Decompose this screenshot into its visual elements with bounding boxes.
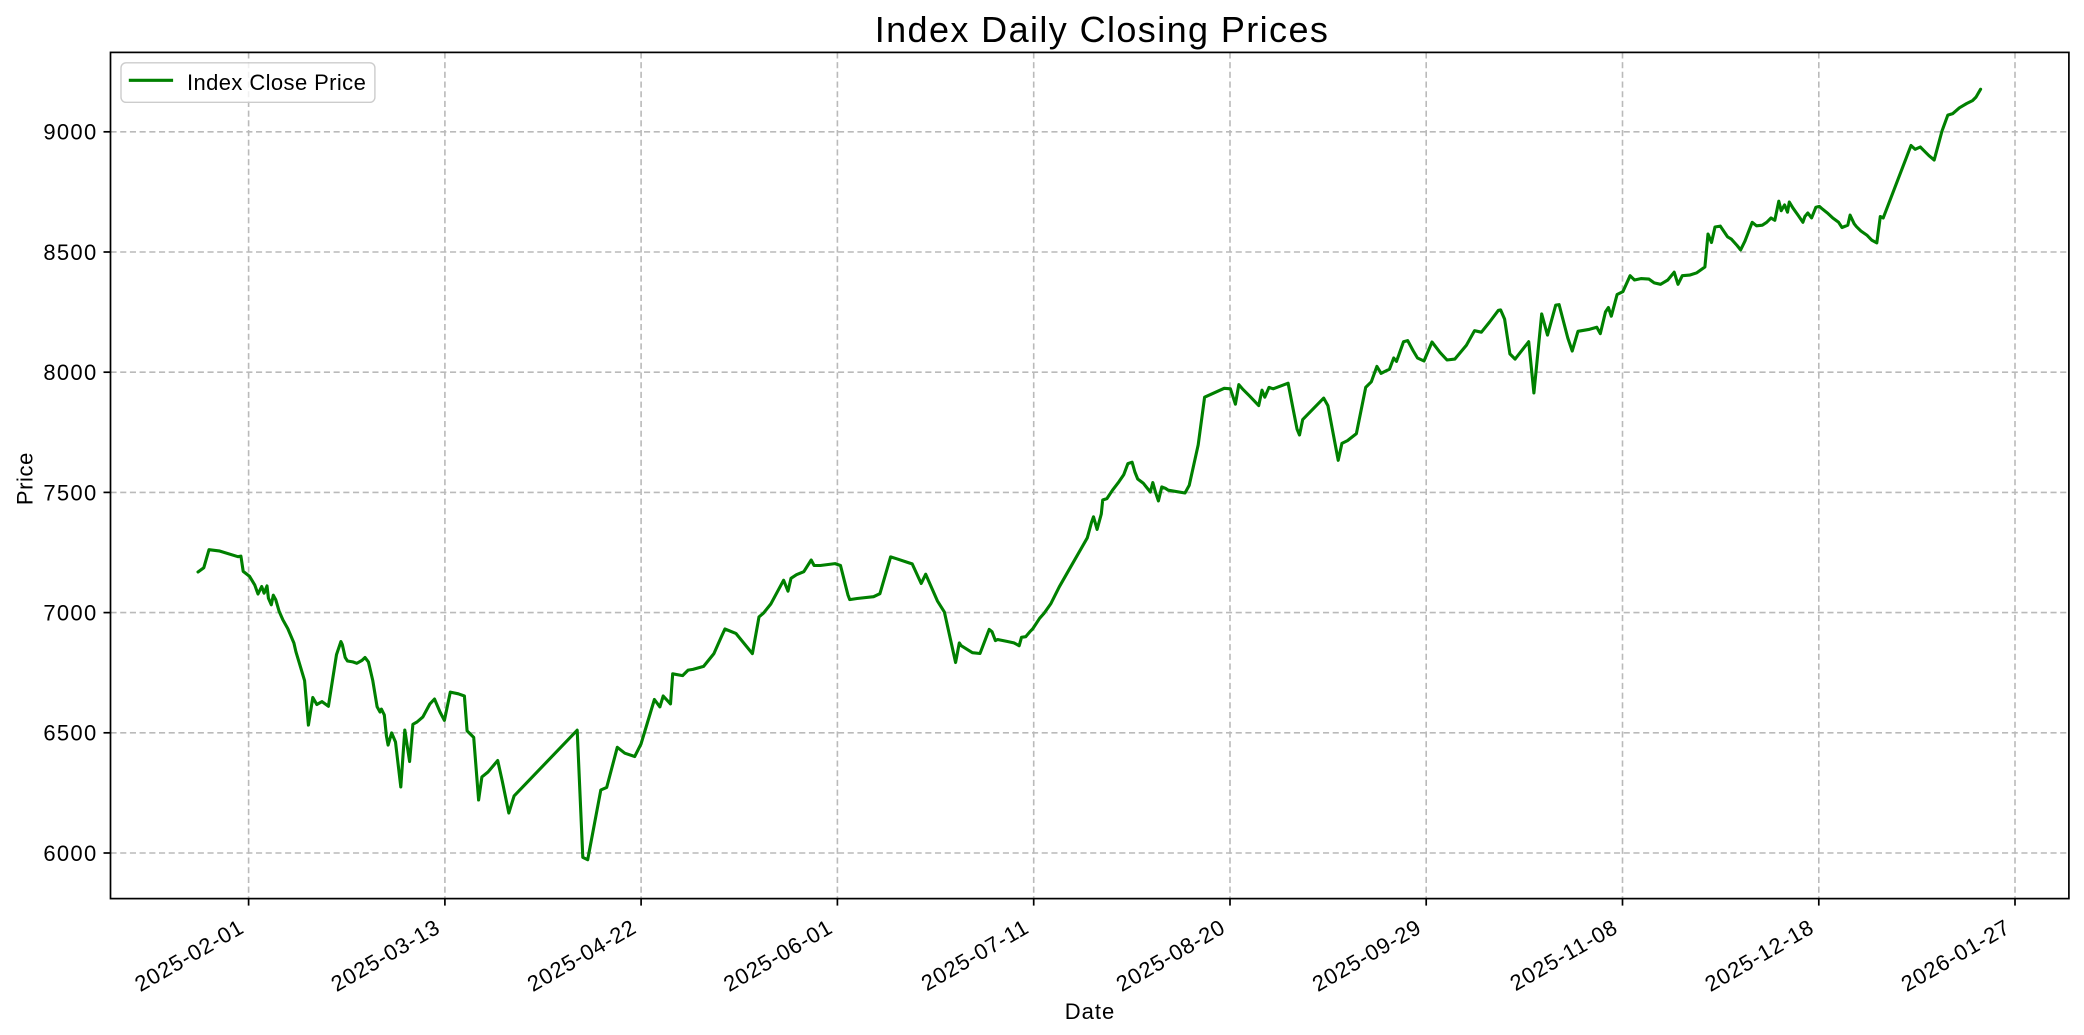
svg-text:8500: 8500 (43, 240, 97, 265)
svg-text:Price: Price (13, 452, 38, 505)
svg-text:7500: 7500 (43, 480, 97, 505)
svg-text:Index Daily Closing Prices: Index Daily Closing Prices (875, 9, 1330, 50)
svg-text:7000: 7000 (43, 601, 97, 626)
svg-text:6500: 6500 (43, 721, 97, 746)
svg-text:Date: Date (1065, 999, 1115, 1024)
svg-text:Index Close Price: Index Close Price (187, 70, 366, 95)
svg-text:8000: 8000 (43, 360, 97, 385)
svg-text:9000: 9000 (43, 120, 97, 145)
svg-text:6000: 6000 (43, 841, 97, 866)
